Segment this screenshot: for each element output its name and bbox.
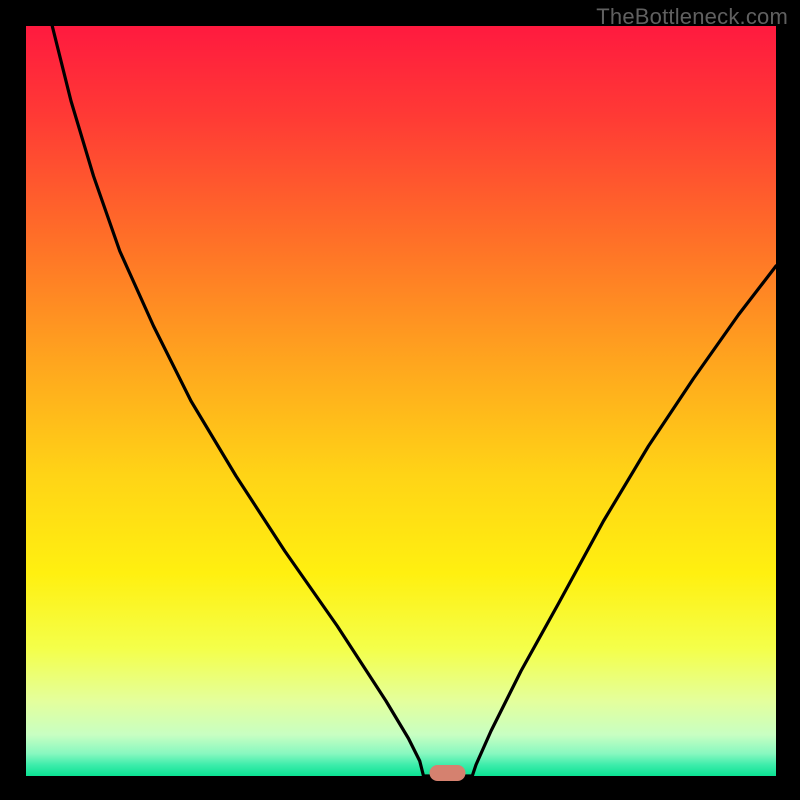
plot-background xyxy=(26,26,776,776)
watermark-text: TheBottleneck.com xyxy=(596,4,788,30)
chart-stage: TheBottleneck.com xyxy=(0,0,800,800)
optimum-marker xyxy=(430,765,466,781)
bottleneck-chart xyxy=(0,0,800,800)
